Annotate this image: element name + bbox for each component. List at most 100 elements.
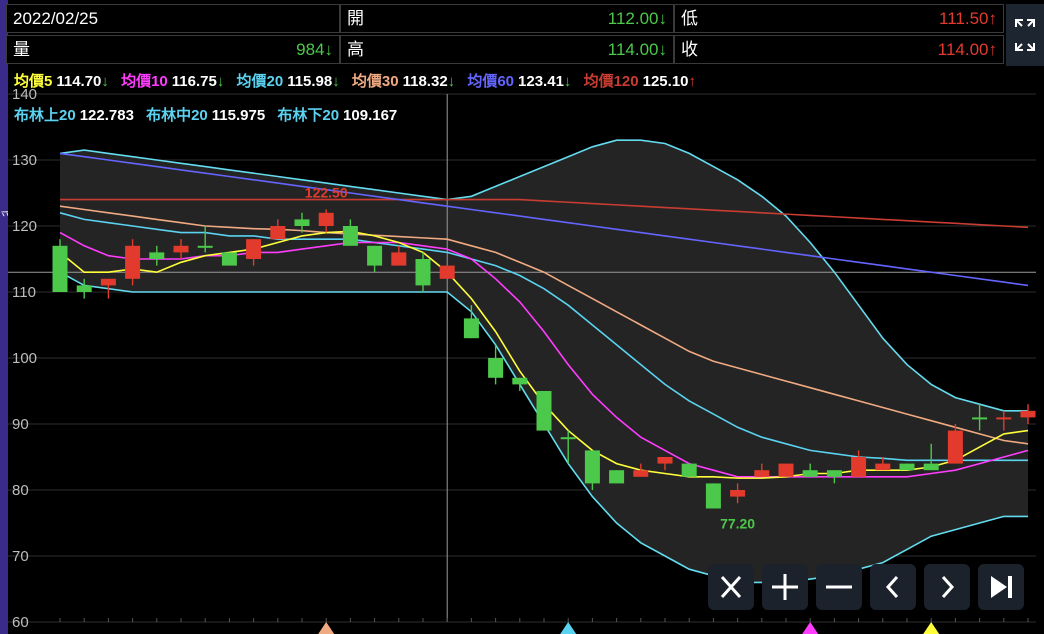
y-tick-label: 130 — [12, 152, 37, 169]
bb-legend-name: 布林上20 — [14, 107, 76, 124]
ma-legend-item: 均價120 125.10↑ — [584, 73, 696, 90]
bb-legend-item: 布林下20 109.167 — [277, 107, 397, 124]
ma-legend-item: 均價30 118.32↓ — [352, 73, 455, 90]
ma10-line — [59, 231, 1029, 478]
y-tick-label: 60 — [12, 614, 29, 631]
y-tick-label: 120 — [12, 218, 37, 235]
y-tick-label: 90 — [12, 416, 29, 433]
ma-legend-name: 均價120 — [583, 73, 639, 90]
ma-legend-value: 114.70 — [56, 73, 102, 90]
candle-body — [342, 226, 358, 246]
bollinger-upper-line — [59, 139, 1028, 412]
ma-legend-name: 均價30 — [351, 73, 399, 90]
candle-body — [246, 239, 262, 259]
candle-body — [657, 457, 673, 464]
ma60-line — [59, 152, 1029, 287]
candle-body — [923, 463, 939, 471]
candle-body — [439, 265, 455, 279]
candle-body — [802, 470, 818, 477]
candle-body — [125, 245, 141, 279]
candle-body — [318, 212, 334, 226]
candle-body — [76, 285, 92, 292]
ma-legend-item: 均價20 115.98↓ — [237, 73, 340, 90]
price-annotation: 77.20 — [720, 515, 755, 531]
candle-body — [100, 278, 116, 286]
signal-marker — [318, 622, 335, 634]
chevron-right-icon — [941, 575, 955, 599]
candle-body — [391, 252, 407, 266]
candle-body — [415, 259, 431, 286]
quote-date: 2022/02/25 — [13, 9, 99, 28]
ma-legend-item: 均價60 123.41↓ — [467, 73, 571, 90]
ma-legend-name: 均價5 — [14, 73, 53, 90]
candle-body — [270, 226, 286, 240]
ma-legend-name: 均價10 — [121, 73, 168, 90]
left-edge-strip — [0, 0, 8, 634]
candle-body — [778, 463, 794, 477]
candle-body — [851, 457, 867, 477]
candle-body — [754, 470, 770, 477]
skip-end-icon — [991, 576, 1012, 598]
candle-body — [512, 377, 528, 385]
candle-body — [1020, 410, 1036, 418]
ma-legend: 均價5 114.70↓ 均價10 116.75↓ 均價20 115.98↓ 均價30 1… — [14, 70, 704, 90]
ma-legend-name: 均價20 — [236, 73, 284, 90]
open-label: 開 — [347, 9, 364, 28]
y-tick-label: 140 — [12, 86, 37, 103]
close-value: 114.00↑ — [937, 40, 997, 59]
skip-end-button[interactable] — [978, 564, 1024, 610]
candle-body — [875, 463, 891, 471]
close-icon — [720, 575, 742, 599]
quote-date-cell: 2022/02/25 — [6, 4, 340, 33]
candle-body — [294, 219, 310, 226]
candle-body — [972, 417, 988, 420]
bollinger-band-fill — [60, 140, 1028, 583]
candle-body — [367, 245, 383, 266]
quote-volume-cell: 量 984↓ — [6, 35, 340, 64]
quote-low-cell: 低 111.50↑ — [674, 4, 1004, 33]
next-button[interactable] — [924, 564, 970, 610]
quote-open-cell: 開 112.00↓ — [340, 4, 674, 33]
high-value: 114.00↓ — [607, 40, 667, 59]
candle-body — [996, 417, 1012, 420]
low-value: 111.50↑ — [939, 9, 997, 28]
ma-legend-value: 125.10 — [642, 73, 689, 90]
candle-body — [463, 318, 479, 339]
ma-legend-value: 118.32 — [402, 73, 448, 90]
bb-legend-name: 布林下20 — [277, 107, 340, 124]
candle-body — [826, 470, 842, 477]
open-value: 112.00↓ — [607, 9, 667, 28]
quote-panel: 2022/02/25 開 112.00↓ 低 111.50↑ 量 984↓ 高 … — [6, 4, 1004, 66]
candle-body — [633, 470, 649, 477]
bb-legend-item: 布林中20 115.975 — [146, 107, 265, 124]
expand-icon — [1015, 19, 1035, 51]
ma-legend-value: 116.75 — [171, 73, 217, 90]
quote-close-cell: 收 114.00↑ — [674, 35, 1004, 64]
signal-marker — [560, 622, 577, 634]
zoom-out-button[interactable] — [816, 564, 862, 610]
signal-marker — [923, 622, 940, 634]
y-tick-label: 70 — [12, 548, 29, 565]
expand-button[interactable] — [1006, 4, 1044, 66]
ma-legend-arrow: ↓ — [447, 73, 456, 90]
ma-legend-value: 123.41 — [518, 73, 564, 90]
ma-legend-value: 115.98 — [287, 73, 333, 90]
prev-button[interactable] — [870, 564, 916, 610]
close-button[interactable] — [708, 564, 754, 610]
y-tick-label: 110 — [12, 284, 36, 301]
candle-body — [536, 391, 552, 431]
candle-body — [197, 245, 213, 248]
y-tick-label: 80 — [12, 482, 29, 499]
candle-body — [488, 358, 504, 378]
candle-body — [947, 430, 963, 464]
quote-high-cell: 高 114.00↓ — [340, 35, 674, 64]
price-annotation: 122.50 — [305, 185, 348, 201]
candle-body — [584, 450, 600, 484]
low-label: 低 — [681, 9, 698, 28]
y-tick-label: 100 — [12, 350, 37, 367]
candle-body — [149, 252, 165, 259]
zoom-in-button[interactable] — [762, 564, 808, 610]
candle-body — [560, 437, 576, 440]
close-label: 收 — [681, 40, 698, 59]
